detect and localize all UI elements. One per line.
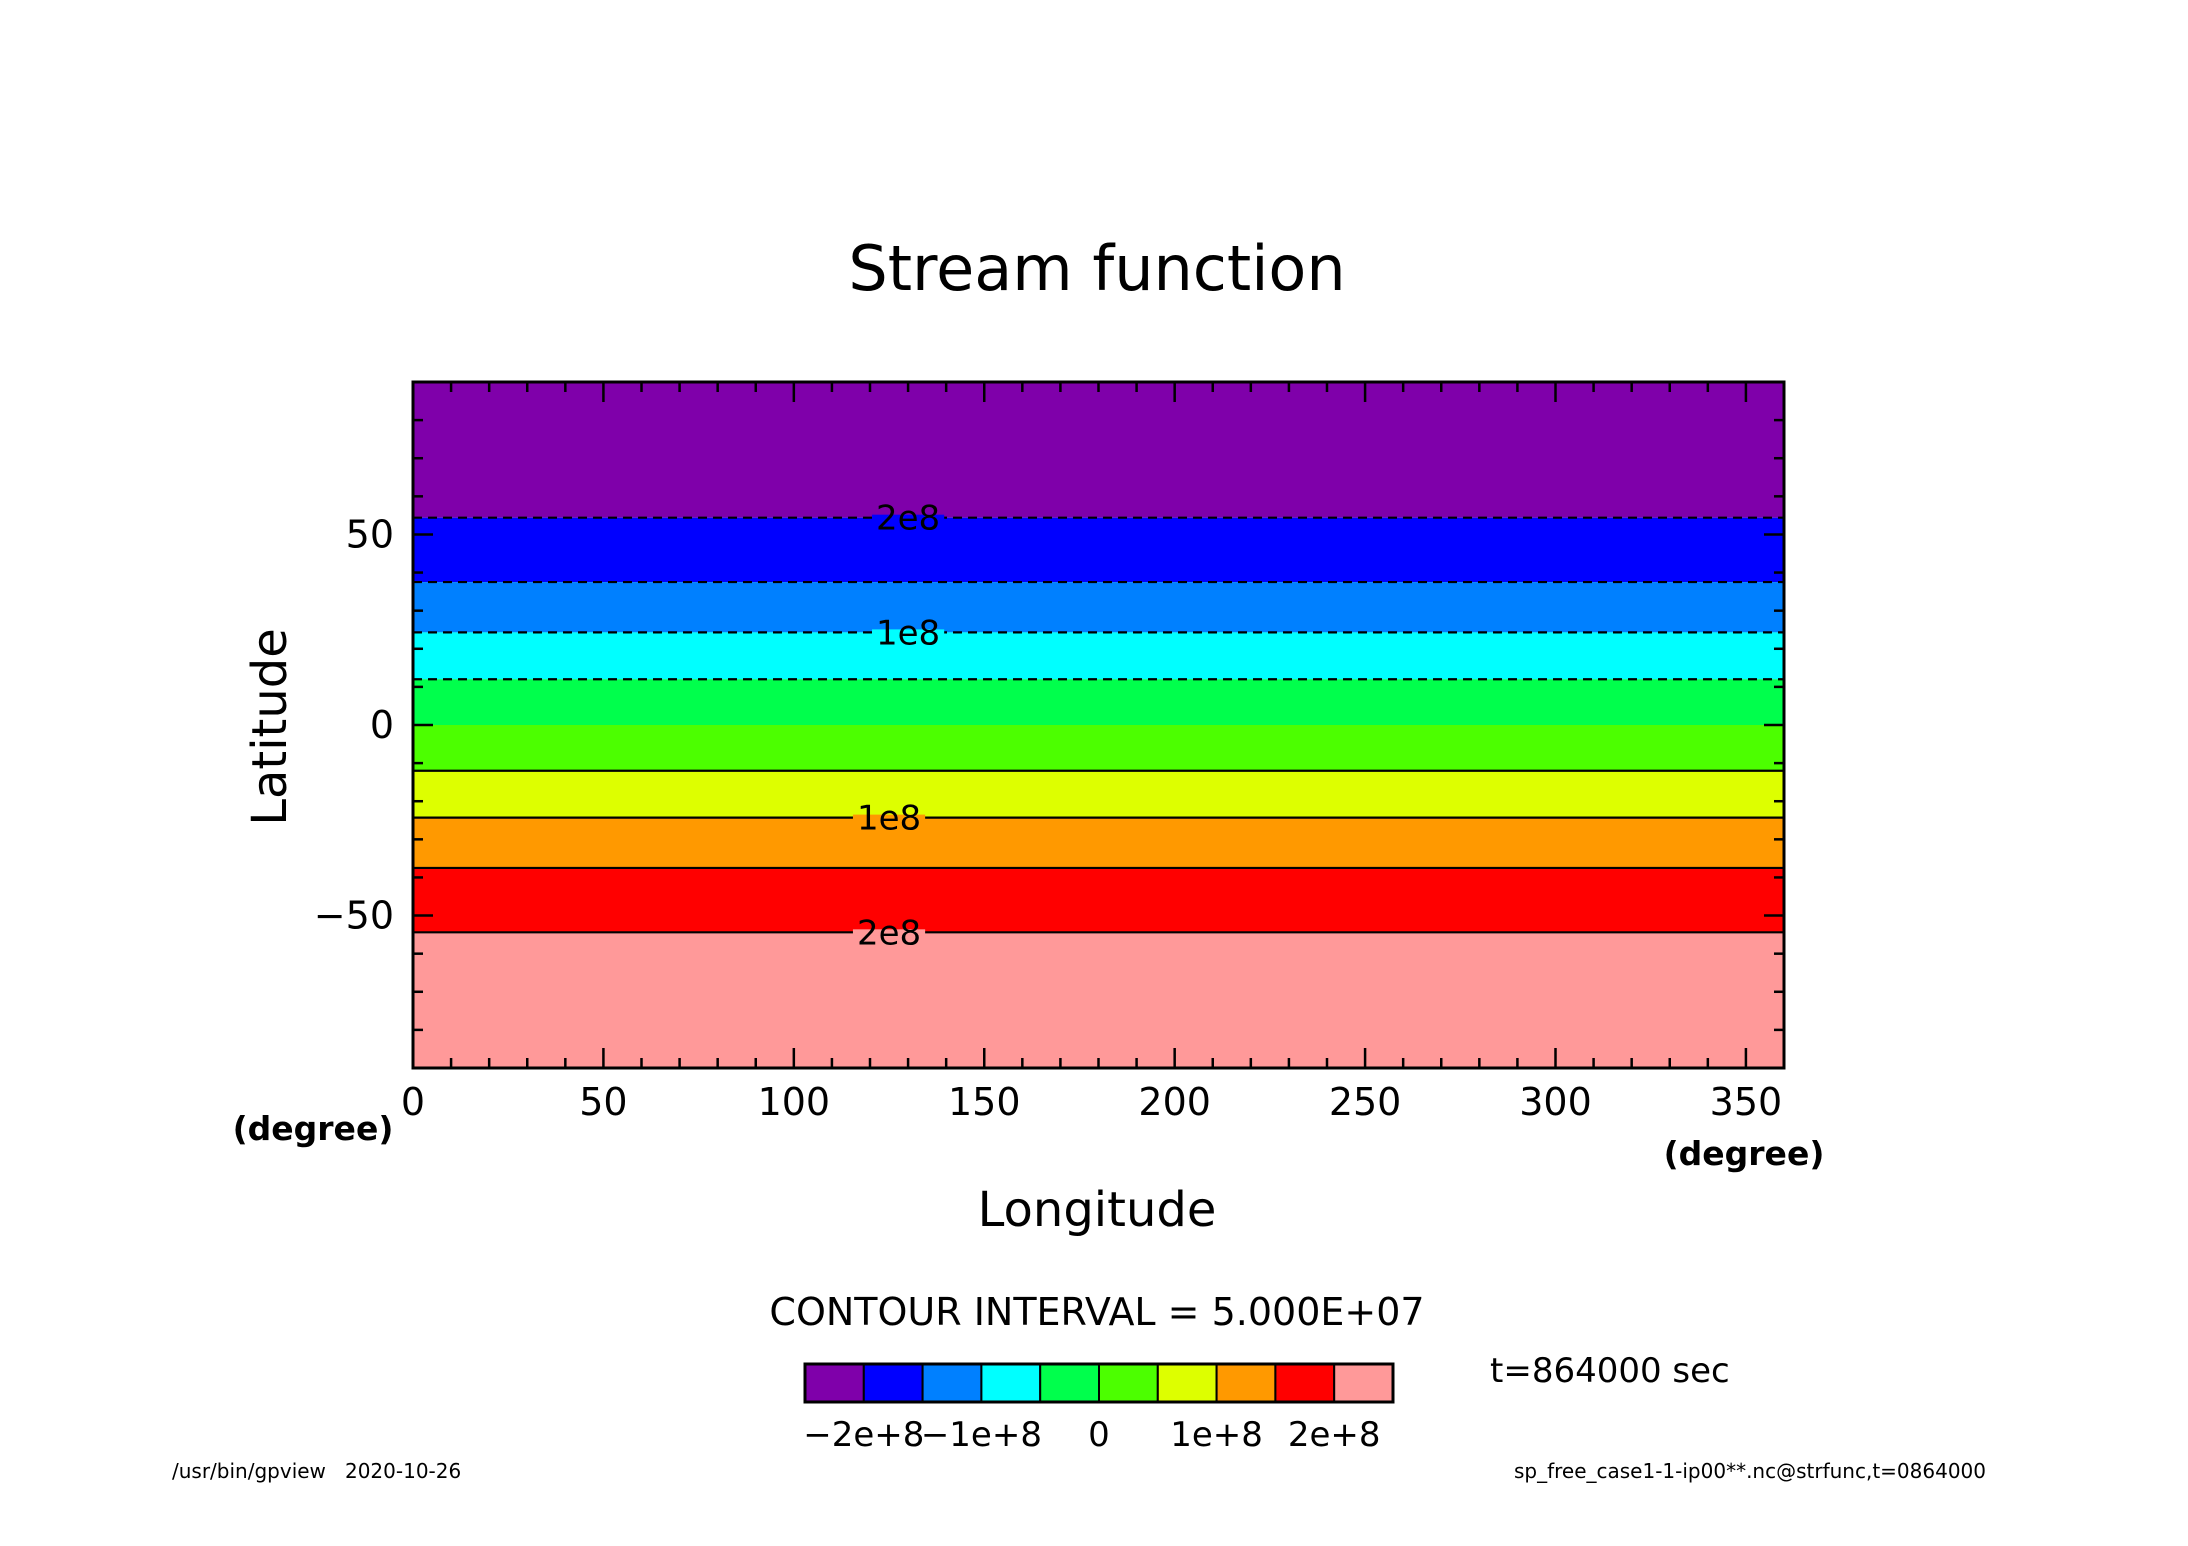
colorbar-label: −2e+8: [803, 1415, 924, 1455]
colorbar-cell-3: [980, 1363, 1042, 1403]
x-unit-label: (degree): [1664, 1134, 1825, 1173]
color-band-0: [413, 382, 1784, 518]
plot-frame: [411, 380, 1786, 1070]
color-band-8: [413, 867, 1784, 933]
color-band-6: [413, 770, 1784, 818]
contour-interval-text: CONTOUR INTERVAL = 5.000E+07: [769, 1290, 1424, 1334]
contour-label-gap-0: [871, 514, 945, 521]
footer-left-text: /usr/bin/gpview 2020-10-26: [172, 1459, 461, 1483]
contour-label-gap-7: [852, 929, 926, 936]
color-band-3: [413, 632, 1784, 680]
colorbar-label: −1e+8: [921, 1415, 1042, 1455]
color-band-9: [413, 932, 1784, 1068]
colorbar-cell-7: [1215, 1363, 1277, 1403]
x-tick-label: 100: [758, 1080, 831, 1124]
contour-label-5: 1e8: [857, 799, 921, 839]
colorbar-label: 1e+8: [1170, 1415, 1263, 1455]
contour-label-gap-2: [871, 629, 945, 636]
color-band-1: [413, 517, 1784, 583]
color-band-2: [413, 582, 1784, 633]
colorbar-cell-9: [1333, 1363, 1394, 1403]
colorbar-labels: −2e+8−1e+8 0 1e+8 2e+8: [803, 1415, 1380, 1455]
y-tick-labels: −50 0 50: [314, 512, 394, 937]
colorbar-frame: [803, 1362, 1395, 1404]
y-tick-label: 50: [346, 512, 394, 556]
chart-title: Stream function: [848, 232, 1345, 305]
x-tick-label: 0: [401, 1080, 425, 1124]
colorbar-label: 2e+8: [1288, 1415, 1381, 1455]
x-axis-label: Longitude: [978, 1182, 1217, 1238]
time-label: t=864000 sec: [1490, 1351, 1730, 1391]
y-tick-label: 0: [370, 703, 394, 747]
contour-label-0: 2e8: [876, 499, 940, 539]
x-tick-labels: 0 50 100 150 200 250 300 350: [401, 1080, 1782, 1124]
contour-label-gap-5: [852, 814, 926, 821]
colorbar-cell-4: [1039, 1363, 1100, 1403]
x-tick-label: 200: [1138, 1080, 1211, 1124]
y-axis-label: Latitude: [242, 628, 298, 826]
footer-right-text: sp_free_case1-1-ip00**.nc@strfunc,t=0864…: [1514, 1459, 1986, 1483]
axis-ticks: [411, 380, 1786, 1070]
contour-lines: [413, 516, 1784, 934]
contour-labels: 2e8 1e8 1e8 2e8: [852, 499, 945, 953]
colorbar-cell-6: [1156, 1363, 1218, 1403]
color-band-4: [413, 679, 1784, 725]
colorbar-cell-5: [1098, 1363, 1159, 1403]
colorbar-cell-0: [804, 1363, 865, 1403]
contour-label-2: 1e8: [876, 613, 940, 653]
color-band-5: [413, 725, 1784, 771]
x-tick-label: 300: [1519, 1080, 1592, 1124]
colorbar-cell-8: [1274, 1363, 1336, 1403]
colorbar-label: 0: [1088, 1415, 1110, 1455]
color-band-7: [413, 817, 1784, 868]
x-tick-label: 150: [948, 1080, 1021, 1124]
colorbar-cell-1: [862, 1363, 924, 1403]
color-bands: [413, 382, 1784, 1068]
y-tick-label: −50: [314, 894, 394, 938]
contour-label-7: 2e8: [857, 913, 921, 953]
x-tick-label: 50: [579, 1080, 627, 1124]
x-tick-label: 250: [1329, 1080, 1402, 1124]
x-tick-label: 350: [1710, 1080, 1783, 1124]
colorbar: [803, 1362, 1395, 1404]
colorbar-cell-2: [921, 1363, 983, 1403]
y-unit-label: (degree): [233, 1109, 394, 1148]
